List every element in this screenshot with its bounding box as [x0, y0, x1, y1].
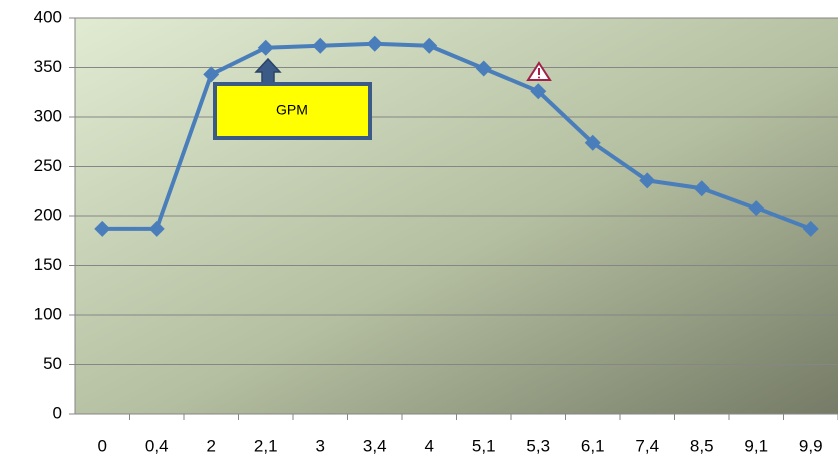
marker: [802, 220, 819, 237]
x-tick-label: 2: [207, 436, 216, 455]
x-tick-label: 5,1: [472, 436, 496, 455]
x-tick-label: 9,1: [744, 436, 768, 455]
y-tick-label: 200: [34, 205, 62, 224]
x-tick-label: 9,9: [799, 436, 823, 455]
marker: [748, 200, 765, 217]
marker: [257, 39, 274, 56]
marker: [312, 37, 329, 54]
marker: [148, 220, 165, 237]
marker: [693, 180, 710, 197]
marker: [421, 37, 438, 54]
y-tick-label: 50: [43, 354, 62, 373]
x-tick-label: 2,1: [254, 436, 278, 455]
series-line: [102, 41, 812, 231]
y-tick-label: 400: [34, 7, 62, 26]
marker: [366, 35, 383, 52]
y-tick-label: 150: [34, 255, 62, 274]
x-tick-label: 6,1: [581, 436, 605, 455]
y-tick-label: 300: [34, 106, 62, 125]
marker: [475, 60, 492, 77]
marker: [94, 220, 111, 237]
y-tick-label: 250: [34, 156, 62, 175]
marker: [530, 83, 547, 100]
x-tick-label: 8,5: [690, 436, 714, 455]
x-tick-label: 3,4: [363, 436, 387, 455]
annotation: GPM: [213, 57, 372, 140]
x-tick-label: 0,4: [145, 436, 169, 455]
y-tick-label: 100: [34, 304, 62, 323]
warning-icon: [526, 61, 552, 81]
marker: [639, 172, 656, 189]
y-tick-label: 350: [34, 57, 62, 76]
x-tick-label: 3: [316, 436, 325, 455]
marker: [584, 134, 601, 151]
x-tick-label: 7,4: [635, 436, 659, 455]
marker: [203, 66, 220, 83]
x-tick-label: 0: [98, 436, 107, 455]
y-tick-label: 0: [53, 403, 62, 422]
x-tick-label: 5,3: [526, 436, 550, 455]
annotation-box: [213, 82, 372, 140]
annotation-text: GPM: [276, 102, 308, 118]
x-tick-label: 4: [425, 436, 434, 455]
